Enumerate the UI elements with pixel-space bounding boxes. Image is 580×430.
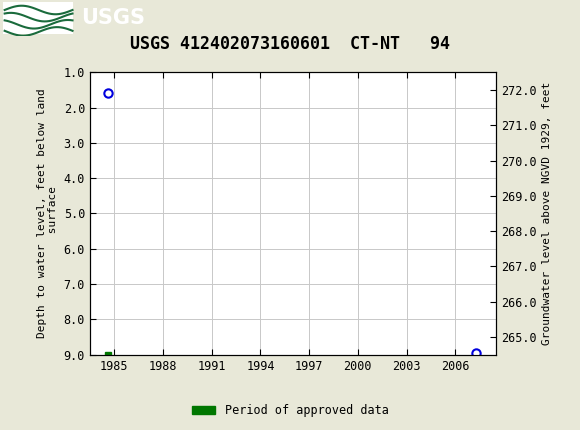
Text: USGS 412402073160601  CT-NT   94: USGS 412402073160601 CT-NT 94 [130,35,450,53]
Bar [3,2,72,34]
Text: USGS: USGS [81,8,145,28]
Y-axis label: Groundwater level above NGVD 1929, feet: Groundwater level above NGVD 1929, feet [542,82,552,345]
Legend: Period of approved data: Period of approved data [187,399,393,422]
Y-axis label: Depth to water level, feet below land
 surface: Depth to water level, feet below land su… [37,89,58,338]
